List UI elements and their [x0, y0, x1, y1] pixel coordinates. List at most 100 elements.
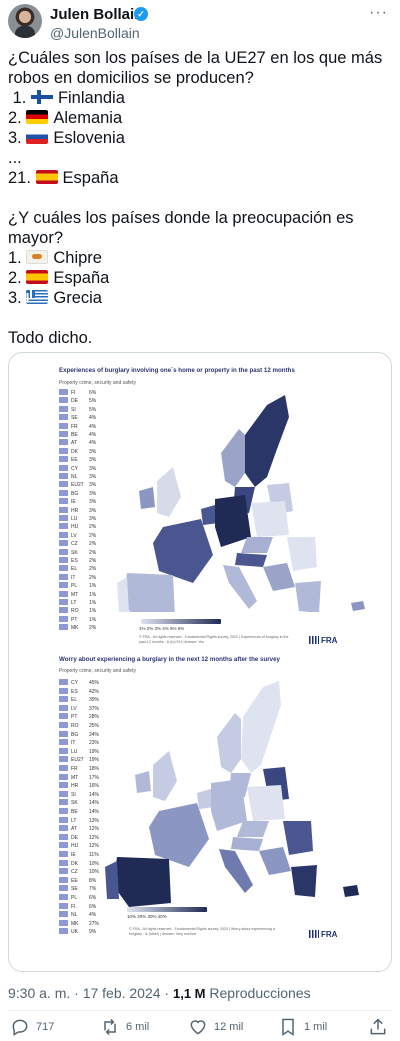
- country-flag-icon: [59, 439, 68, 446]
- tweet-image[interactable]: Experiences of burglary involving one´s …: [8, 352, 392, 972]
- country-value: 4%: [89, 423, 97, 430]
- country-code: EL: [71, 697, 78, 704]
- country-code: SI: [71, 791, 76, 798]
- country-row: UK 9%: [59, 928, 96, 936]
- rank-number: 2.: [8, 269, 27, 287]
- country-value: 13%: [89, 817, 100, 824]
- country-value: 3%: [89, 457, 97, 464]
- country-code: BG: [71, 490, 79, 497]
- country-code: SK: [71, 549, 78, 556]
- tweet-text: ¿Cuáles son los países de la UE27 en los…: [8, 48, 392, 348]
- bookmark-button[interactable]: 1 mil: [278, 1016, 327, 1038]
- country-value: 2%: [89, 558, 97, 564]
- country-value: 6%: [89, 895, 97, 901]
- country-row: FI 6%: [59, 389, 96, 397]
- country-code: CZ: [71, 541, 78, 548]
- country-row: LU 3%: [59, 515, 96, 523]
- country-code: IE: [71, 852, 76, 858]
- tweet-meta: 9:30 a. m. · 17 feb. 2024 · 1,1 M Reprod…: [8, 985, 311, 1001]
- bookmark-icon: [282, 1018, 294, 1036]
- country-code: CZ: [71, 869, 78, 876]
- country-flag-icon: [59, 765, 68, 771]
- country-value: 4%: [89, 432, 97, 438]
- country-value: 6%: [89, 390, 97, 396]
- country-value: 18%: [89, 766, 100, 772]
- country-value: 3%: [89, 499, 97, 506]
- country-code: HU: [71, 524, 79, 531]
- share-button[interactable]: [368, 1016, 394, 1038]
- country-row: LT 13%: [59, 816, 100, 825]
- country-value: 1%: [89, 600, 97, 606]
- country-row: NL 4%: [59, 911, 96, 919]
- country-value: 12%: [89, 834, 100, 841]
- europe-map: [117, 395, 365, 612]
- text-line: mayor?: [8, 229, 64, 247]
- country-name: España: [53, 269, 110, 287]
- germany-flag-icon: [26, 110, 49, 124]
- country-flag-icon: [59, 397, 68, 404]
- retweet-button[interactable]: 6 mil: [100, 1016, 149, 1038]
- country-row: EU27 3%: [59, 481, 96, 489]
- country-flag-icon: [59, 894, 68, 900]
- country-code: FI: [71, 390, 76, 396]
- country-code: PL: [71, 583, 78, 590]
- avatar[interactable]: [8, 4, 42, 38]
- country-row: RO 25%: [59, 722, 99, 730]
- country-flag-icon: [59, 919, 68, 926]
- reply-button[interactable]: 717: [10, 1016, 54, 1038]
- country-row: LV 37%: [59, 704, 99, 713]
- fine-print: © FRA - All rights reserved - Fundamenta…: [139, 635, 289, 644]
- country-value: 39%: [89, 697, 100, 704]
- country-code: DK: [71, 448, 78, 455]
- country-code: IT: [71, 740, 76, 747]
- country-code: RO: [71, 608, 79, 615]
- country-row: LU 19%: [59, 747, 99, 756]
- country-value: 16%: [89, 783, 100, 790]
- country-flag-icon: [59, 548, 68, 555]
- rank-number: 3.: [8, 289, 27, 307]
- country-row: CZ 10%: [59, 868, 99, 876]
- country-value: 3%: [89, 507, 97, 514]
- country-flag-icon: [59, 506, 68, 513]
- author-handle[interactable]: @JulenBollain: [50, 25, 140, 41]
- country-code: NL: [71, 912, 78, 919]
- more-options-icon[interactable]: ···: [369, 4, 388, 21]
- country-value: 10%: [89, 860, 100, 867]
- like-button[interactable]: 12 mil: [188, 1016, 243, 1038]
- country-flag-icon: [59, 498, 68, 505]
- country-code: ES: [71, 688, 78, 695]
- country-row: EE 8%: [59, 876, 96, 885]
- country-flag-icon: [59, 456, 68, 463]
- country-value: 1%: [89, 616, 97, 623]
- country-flag-icon: [59, 808, 68, 814]
- country-row: DE 5%: [59, 397, 96, 405]
- country-row: AT 4%: [59, 439, 96, 447]
- country-flag-icon: [59, 473, 68, 479]
- country-flag-icon: [59, 902, 68, 909]
- country-row: SI 14%: [59, 790, 99, 799]
- country-value: 23%: [89, 740, 100, 747]
- ranking-item: 3. Grecia: [8, 288, 392, 308]
- country-flag-icon: [59, 696, 68, 703]
- country-code: LU: [71, 516, 78, 522]
- timestamp[interactable]: 9:30 a. m. · 17 feb. 2024 ·: [8, 985, 173, 1001]
- country-code: CY: [71, 465, 78, 472]
- author-name[interactable]: Julen Bollain: [50, 6, 144, 23]
- country-row: HU 12%: [59, 842, 99, 850]
- country-value: 7%: [89, 886, 97, 893]
- country-value: 4%: [89, 912, 97, 919]
- country-code: BE: [71, 432, 78, 438]
- country-row: MK 2%: [59, 624, 96, 632]
- ranking-item: 2. Alemania: [8, 108, 392, 128]
- text-line: ¿Y cuáles los países donde la preocupaci…: [8, 209, 354, 227]
- country-value: 45%: [89, 680, 100, 686]
- action-bar: 717 6 mil 12 mil 1 mil: [0, 1014, 400, 1040]
- country-value: 17%: [89, 774, 100, 781]
- country-flag-icon: [59, 868, 68, 875]
- country-row: CY 3%: [59, 464, 96, 473]
- country-code: SE: [71, 415, 78, 422]
- country-row: HU 2%: [59, 523, 96, 531]
- text-line: Todo dicho.: [8, 329, 93, 347]
- country-value: 3%: [89, 482, 97, 489]
- country-flag-icon: [59, 722, 68, 728]
